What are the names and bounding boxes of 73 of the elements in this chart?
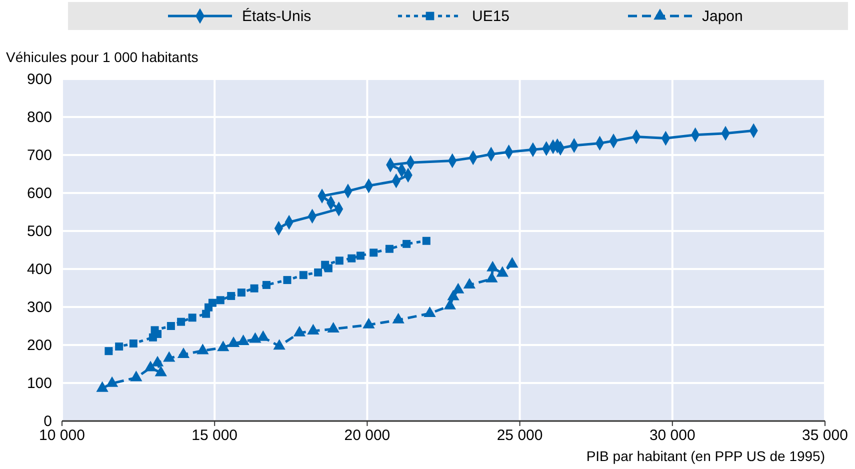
y-tick-label: 200 <box>26 337 52 354</box>
point <box>299 271 308 280</box>
point <box>227 292 236 300</box>
point <box>506 257 518 268</box>
point <box>130 370 142 382</box>
point <box>362 318 375 328</box>
x-tick-label: 25 000 <box>496 427 543 444</box>
point <box>402 240 411 248</box>
legend-label: Japon <box>702 8 743 25</box>
point <box>96 381 108 392</box>
point <box>250 284 258 292</box>
point <box>293 326 306 336</box>
x-tick-label: 20 000 <box>344 427 390 444</box>
point <box>237 334 250 346</box>
point <box>385 244 394 253</box>
point <box>216 296 224 304</box>
y-tick-label: 500 <box>26 223 52 240</box>
point <box>273 339 286 350</box>
y-tick-label: 0 <box>44 413 52 430</box>
point <box>154 366 167 376</box>
legend-label: États-Unis <box>242 7 312 25</box>
y-tick-label: 700 <box>26 147 52 164</box>
x-tick-label: 30 000 <box>649 427 696 444</box>
point <box>348 254 356 262</box>
point <box>356 252 364 260</box>
point <box>257 330 270 341</box>
point <box>144 360 157 372</box>
y-tick-label: 600 <box>26 185 52 202</box>
point <box>262 280 270 289</box>
x-axis-title: PIB par habitant (en PPP US de 1995) <box>586 448 825 464</box>
point <box>177 347 190 358</box>
point <box>106 376 118 387</box>
point <box>335 256 344 265</box>
point <box>163 351 176 362</box>
point <box>486 260 499 272</box>
point <box>392 312 404 324</box>
point <box>327 322 340 333</box>
legend-label: UE15 <box>472 8 510 25</box>
y-tick-label: 800 <box>26 109 52 126</box>
point <box>370 248 378 257</box>
point <box>496 266 508 277</box>
point <box>151 356 164 366</box>
point <box>321 260 330 269</box>
y-tick-label: 400 <box>26 261 52 278</box>
x-tick-label: 35 000 <box>802 427 848 444</box>
point <box>129 339 138 348</box>
point <box>314 268 322 276</box>
y-axis-title: Véhicules pour 1 000 habitants <box>6 49 198 65</box>
point <box>188 314 196 322</box>
point <box>217 340 230 352</box>
y-tick-label: 900 <box>26 71 52 88</box>
point <box>177 318 186 326</box>
point <box>424 306 436 317</box>
point <box>208 298 216 307</box>
point <box>452 282 464 294</box>
y-tick-label: 300 <box>26 299 52 316</box>
x-tick-label: 15 000 <box>192 427 238 444</box>
point <box>422 236 430 245</box>
point <box>249 332 262 343</box>
point <box>237 288 246 297</box>
point <box>463 278 476 288</box>
point <box>196 344 209 354</box>
point <box>115 342 124 351</box>
point <box>166 322 175 330</box>
x-tick-label: 10 000 <box>39 427 85 444</box>
point <box>283 276 292 284</box>
point <box>444 298 456 310</box>
y-tick-label: 100 <box>26 375 52 392</box>
point <box>486 272 498 282</box>
point <box>104 347 113 356</box>
point <box>307 324 320 334</box>
point <box>150 326 159 334</box>
point <box>227 336 240 347</box>
